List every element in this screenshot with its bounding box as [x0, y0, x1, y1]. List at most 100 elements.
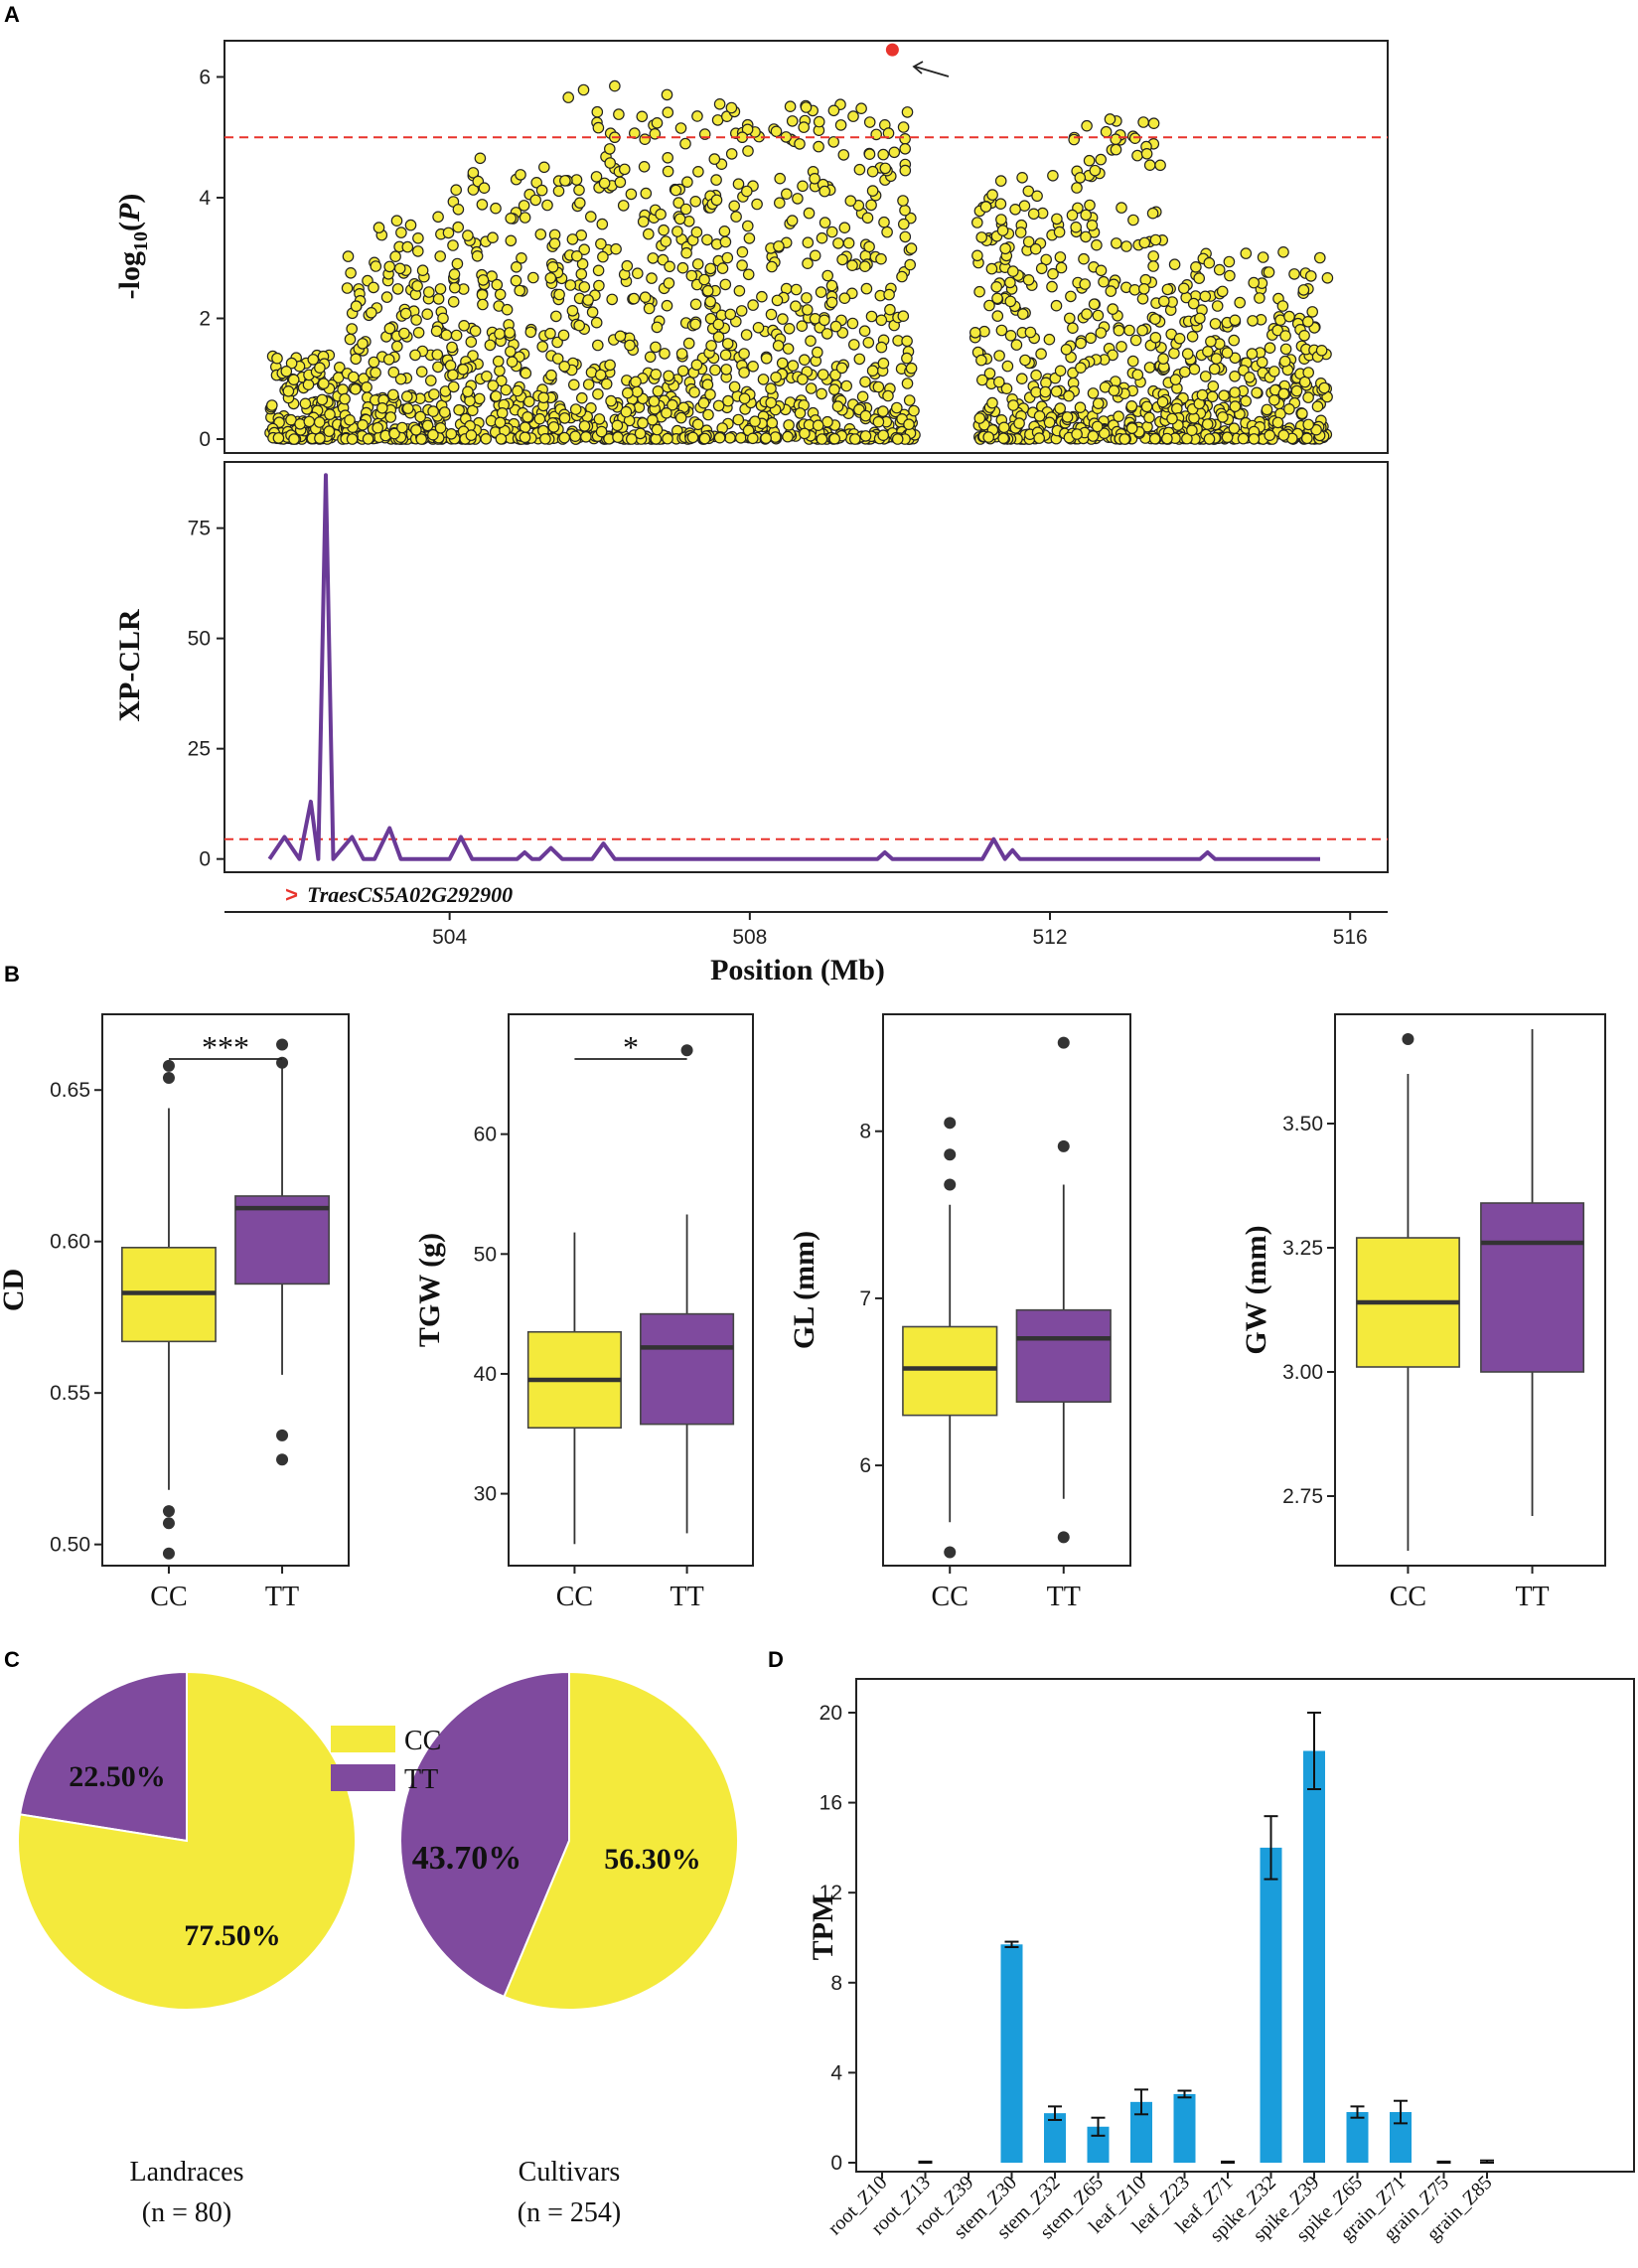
snp-point: [809, 249, 821, 262]
snp-point: [993, 350, 1005, 362]
snp-point: [674, 122, 687, 134]
snp-point: [1276, 300, 1289, 312]
snp-point: [370, 260, 382, 272]
snp-point: [1186, 330, 1199, 343]
snp-point: [888, 146, 901, 159]
snp-point: [716, 262, 729, 274]
snp-point: [1146, 207, 1159, 220]
snp-point: [782, 343, 795, 355]
snp-point: [728, 380, 741, 393]
snp-point: [686, 431, 699, 444]
snp-point: [512, 384, 523, 397]
snp-point: [875, 341, 888, 354]
snp-point: [1016, 172, 1028, 184]
snp-point: [756, 290, 768, 303]
snp-point: [562, 91, 574, 103]
snp-point: [515, 169, 526, 181]
snp-point: [566, 233, 579, 245]
snp-point: [427, 405, 439, 417]
snp-point: [741, 123, 754, 136]
arrow-icon: [912, 61, 950, 77]
snp-point: [904, 258, 916, 271]
snp-point: [1149, 313, 1161, 325]
snp-point: [760, 432, 772, 444]
snp-point: [415, 366, 428, 378]
snp-point: [530, 177, 542, 189]
snp-point: [434, 250, 446, 262]
snp-point: [1111, 237, 1122, 249]
x-tick-label: CC: [1390, 1582, 1426, 1612]
snp-point: [1043, 416, 1056, 429]
snp-point: [1216, 285, 1229, 298]
snp-point: [1086, 220, 1099, 231]
snp-point: [1229, 370, 1241, 382]
snp-point: [431, 349, 444, 361]
manhattan-frame: [223, 40, 1389, 454]
snp-point: [736, 245, 749, 258]
box-cc: [902, 1325, 998, 1417]
snp-point: [743, 232, 756, 244]
snp-point: [713, 97, 726, 110]
snp-point: [1123, 324, 1135, 337]
snp-point: [1050, 385, 1063, 397]
snp-point: [890, 401, 903, 414]
snp-point: [1279, 343, 1292, 356]
snp-point: [866, 185, 879, 197]
y-tick-label: 0: [199, 848, 211, 871]
snp-point: [662, 165, 674, 178]
snp-point: [558, 431, 570, 444]
snp-point: [718, 226, 731, 237]
snp-point: [1013, 417, 1025, 429]
snp-point: [662, 106, 674, 118]
snp-point: [827, 104, 840, 117]
snp-point: [991, 310, 1004, 322]
snp-point: [287, 374, 300, 385]
snp-point: [1066, 209, 1079, 222]
snp-point: [416, 264, 429, 276]
snp-point: [526, 271, 539, 284]
snp-point: [798, 121, 810, 133]
snp-point: [522, 395, 535, 408]
snp-point: [787, 360, 800, 372]
snp-point: [905, 362, 918, 375]
snp-point: [774, 172, 786, 185]
snp-point: [637, 216, 650, 227]
snp-point: [1080, 230, 1092, 243]
box-tt: [1480, 1202, 1585, 1373]
snp-point: [399, 307, 412, 320]
snp-point: [1006, 265, 1019, 277]
y-tick-label: 0: [830, 2152, 842, 2175]
y-tick-label: 3.25: [1282, 1237, 1323, 1260]
snp-point: [773, 197, 786, 209]
snp-point: [611, 419, 624, 432]
snp-point: [634, 427, 647, 440]
snp-point: [368, 356, 380, 369]
snp-point: [740, 185, 753, 198]
snp-point: [831, 400, 844, 412]
snp-point: [1078, 252, 1090, 265]
snp-point: [970, 217, 983, 228]
outlier-point: [162, 1547, 175, 1560]
snp-point: [316, 393, 329, 406]
snp-point: [697, 396, 710, 409]
snp-point: [624, 339, 636, 352]
snp-point: [783, 419, 795, 431]
snp-point: [692, 166, 704, 178]
gene-marker-icon: >: [285, 882, 298, 907]
snp-point: [769, 431, 782, 443]
snp-point: [1229, 314, 1242, 327]
y-tick-label: 75: [188, 518, 211, 540]
boxplot-frame: [882, 1013, 1131, 1567]
snp-point: [971, 249, 983, 262]
y-tick-label: 0.65: [50, 1079, 90, 1102]
snp-point: [698, 432, 711, 445]
snp-point: [398, 327, 410, 340]
snp-point: [689, 318, 701, 331]
snp-point: [883, 288, 895, 301]
snp-point: [410, 314, 422, 326]
snp-point: [704, 262, 717, 275]
snp-point: [827, 136, 839, 148]
snp-point: [1210, 353, 1223, 365]
gene-label: TraesCS5A02G292900: [307, 882, 513, 907]
snp-point: [1127, 214, 1139, 227]
